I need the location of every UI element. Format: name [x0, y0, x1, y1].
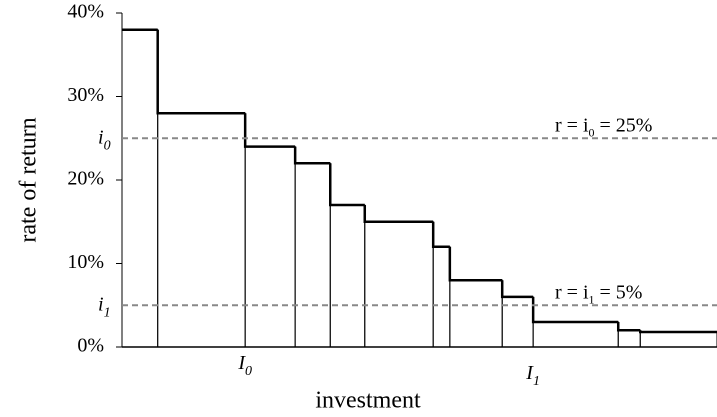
bar-top [638, 330, 717, 334]
x-axis-label: investment [315, 388, 421, 414]
reference-label: r = i1 = 5% [555, 281, 642, 306]
label-sub: 1 [533, 374, 540, 389]
x-marker-label: I0 [237, 352, 252, 379]
bar-top [500, 280, 534, 299]
bar-top [431, 221, 450, 249]
label-text: = 5% [595, 281, 643, 303]
bar-top [293, 146, 331, 165]
y-axis-label: rate of return [16, 117, 42, 242]
y-tick-label: 20% [67, 168, 104, 190]
bar-top [156, 29, 246, 115]
bar-top [329, 163, 365, 207]
bar [449, 279, 503, 348]
bar [244, 146, 296, 348]
bar [294, 162, 331, 348]
bar [329, 204, 366, 348]
bar-top [448, 246, 503, 282]
label-text: r = i [555, 281, 589, 303]
y-tick-label: 40% [67, 1, 104, 23]
y-tick-label: 0% [77, 335, 104, 357]
label-sub: 0 [245, 364, 252, 379]
label-sub: 1 [589, 292, 595, 306]
bar-top [243, 113, 296, 148]
reference-axis-label: i0 [98, 126, 111, 153]
label-text: = 25% [595, 114, 653, 136]
y-tick-label: 30% [67, 84, 104, 106]
label-text: i [98, 293, 104, 315]
label-text: i [98, 126, 104, 148]
bar [121, 29, 159, 348]
x-marker-label: I1 [525, 362, 540, 389]
reference-label: r = i0 = 25% [555, 114, 652, 139]
label-sub: 0 [104, 138, 111, 153]
bar-top [363, 205, 434, 223]
label-sub: 0 [589, 125, 595, 139]
bar [532, 321, 619, 348]
label-text: I [525, 362, 534, 384]
reference-axis-label: i1 [98, 293, 111, 320]
bar [639, 331, 717, 348]
label-text: I [237, 352, 246, 374]
y-tick-label: 10% [67, 251, 104, 273]
bar [617, 329, 641, 348]
bar [432, 246, 451, 348]
bar-top [616, 321, 641, 332]
bar [364, 221, 434, 348]
label-text: r = i [555, 114, 589, 136]
bar [157, 112, 246, 348]
label-sub: 1 [104, 305, 111, 320]
